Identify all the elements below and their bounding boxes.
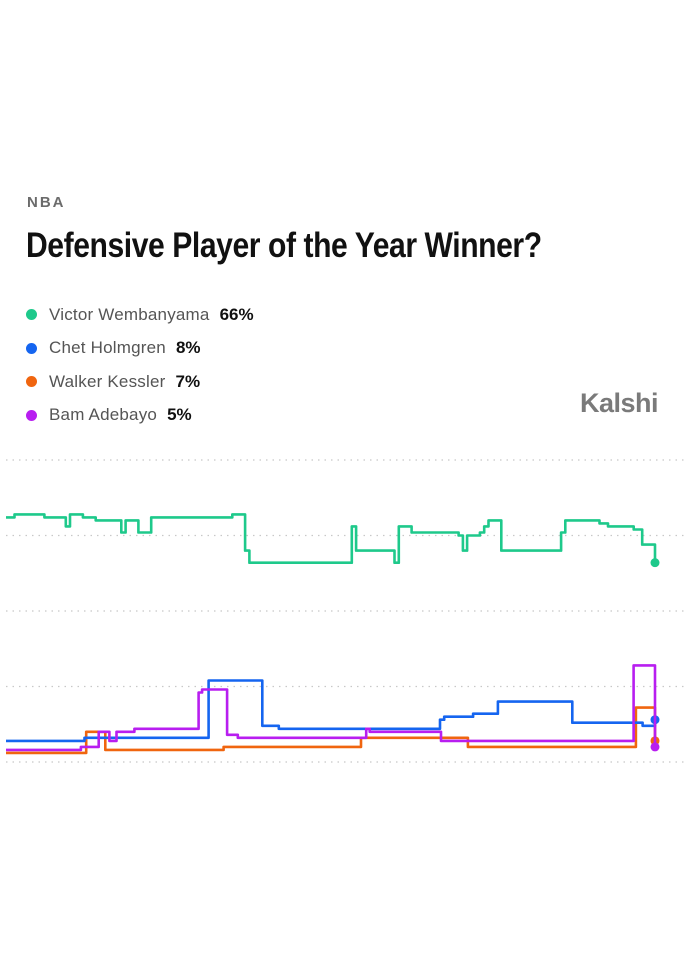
legend-name: Victor Wembanyama — [49, 304, 210, 324]
series-endpoint — [650, 742, 660, 752]
legend-dot-icon — [26, 376, 37, 388]
legend-value: 66% — [219, 304, 254, 324]
chart-title: Defensive Player of the Year Winner? — [26, 226, 542, 265]
legend-value: 8% — [175, 338, 201, 358]
legend: Victor Wembanyama 66% Chet Holmgren 8% W… — [26, 298, 254, 432]
series-line-bam-adebayo — [6, 664, 657, 752]
legend-dot-icon — [26, 342, 37, 354]
series-endpoint — [650, 558, 660, 568]
series-line-walker-kessler — [6, 706, 657, 755]
legend-name: Walker Kessler — [49, 371, 166, 391]
legend-item-kessler[interactable]: Walker Kessler 7% — [26, 365, 254, 399]
series-line-victor-wembanyama — [6, 513, 657, 564]
legend-value: 5% — [167, 405, 192, 425]
legend-name: Chet Holmgren — [49, 338, 166, 358]
legend-dot-icon — [26, 309, 37, 321]
legend-value: 7% — [175, 371, 201, 391]
legend-dot-icon — [26, 409, 37, 421]
line-chart — [6, 459, 684, 763]
legend-item-holmgren[interactable]: Chet Holmgren 8% — [26, 332, 254, 366]
category-label: NBA — [27, 194, 66, 211]
legend-item-adebayo[interactable]: Bam Adebayo 5% — [26, 399, 254, 433]
legend-item-wembanyama[interactable]: Victor Wembanyama 66% — [26, 298, 254, 332]
legend-name: Bam Adebayo — [49, 405, 158, 425]
kalshi-logo: Kalshi — [579, 388, 659, 418]
